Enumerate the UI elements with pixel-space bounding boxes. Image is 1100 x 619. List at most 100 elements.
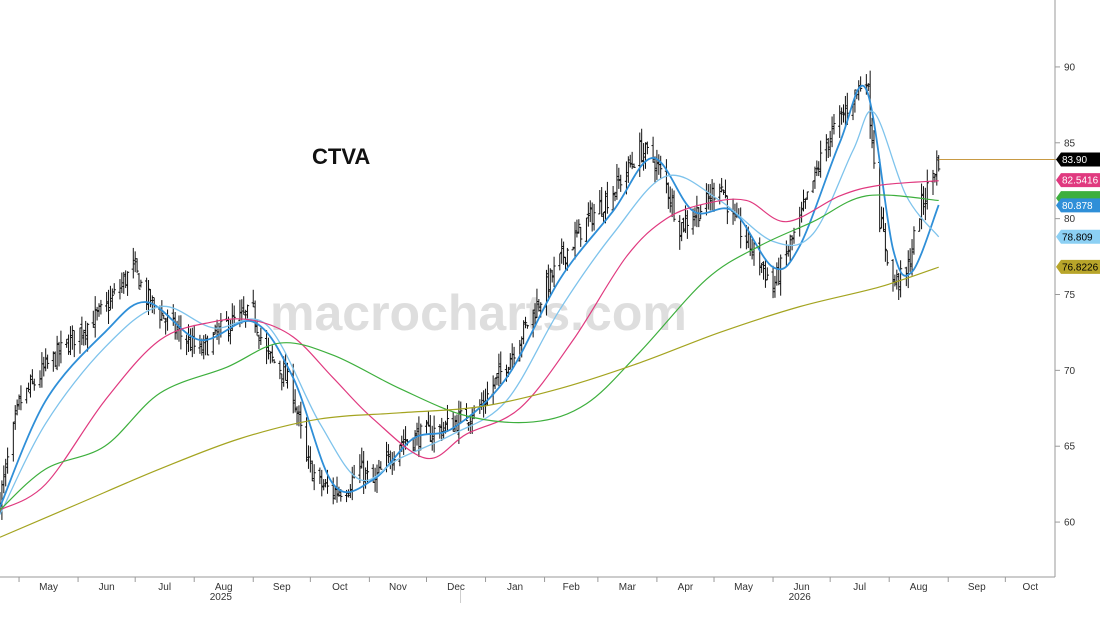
price-bar <box>653 156 657 184</box>
price-bar <box>312 464 316 491</box>
price-bar <box>563 256 568 271</box>
price-bar <box>135 258 139 273</box>
badge-shape <box>1056 229 1100 244</box>
price-bar <box>350 466 354 501</box>
price-bar <box>611 186 615 212</box>
price-bar <box>322 479 326 491</box>
price-bar <box>131 247 135 279</box>
price-bar <box>165 309 170 331</box>
price-bar <box>605 181 609 214</box>
price-bar <box>518 339 522 362</box>
x-tick-label: Apr <box>678 582 694 593</box>
price-bar <box>626 156 630 183</box>
price-bar <box>398 444 402 467</box>
price-bar <box>881 207 886 233</box>
price-bar <box>440 417 444 441</box>
price-bar <box>904 266 908 287</box>
price-bar <box>453 415 457 432</box>
price-bar <box>259 327 263 346</box>
price-bar <box>586 202 590 227</box>
price-bar <box>921 186 926 215</box>
price-bar <box>108 285 113 311</box>
price-bar <box>139 279 143 288</box>
price-bar <box>691 208 695 235</box>
price-bar <box>30 369 34 385</box>
price-bar <box>706 184 710 210</box>
price-bar <box>695 195 699 228</box>
x-tick-label: Nov <box>389 582 407 593</box>
price-bar <box>25 387 29 404</box>
price-bar <box>137 272 141 290</box>
price-bar <box>560 238 564 264</box>
price-bar <box>838 105 842 138</box>
price-bar <box>725 195 729 225</box>
price-bar <box>497 353 501 387</box>
price-bar <box>841 104 846 123</box>
badge-shape <box>1056 152 1100 167</box>
price-bar <box>95 306 99 321</box>
price-bar <box>668 186 672 213</box>
price-bar <box>659 155 663 179</box>
price-bar <box>257 334 261 349</box>
price-bar <box>360 447 364 469</box>
price-bar <box>817 161 821 177</box>
price-bar <box>379 461 383 470</box>
price-bar <box>499 351 503 385</box>
price-bar <box>17 394 21 410</box>
price-bar <box>558 253 562 271</box>
price-bar <box>641 143 646 171</box>
y-tick-label: 75 <box>1064 290 1076 301</box>
price-bar <box>120 272 124 294</box>
value-badge: 80.878 <box>1056 198 1100 213</box>
ma-short-line <box>0 85 940 508</box>
price-bar <box>46 354 50 369</box>
price-bar <box>84 320 88 346</box>
badge-label: 76.8226 <box>1062 262 1099 273</box>
price-bar <box>895 269 899 290</box>
price-bar <box>531 309 535 338</box>
price-bar <box>122 271 126 294</box>
price-bar <box>655 149 659 180</box>
price-bar <box>763 259 768 288</box>
price-bar <box>615 164 619 200</box>
price-bar <box>919 183 924 230</box>
price-bar <box>681 217 686 233</box>
price-bar <box>552 256 556 288</box>
price-bar <box>879 206 884 229</box>
price-bar <box>533 303 537 328</box>
price-bar <box>619 174 623 192</box>
price-bar <box>697 207 701 228</box>
price-bar <box>333 486 337 500</box>
price-bar <box>491 375 495 405</box>
ma-100-line <box>0 194 939 511</box>
price-bar <box>666 182 670 209</box>
price-bar <box>162 314 166 320</box>
price-bar <box>891 259 895 292</box>
x-tick-label: Oct <box>1023 582 1039 593</box>
price-bar <box>213 324 217 335</box>
price-bar <box>346 489 351 498</box>
price-bar <box>859 76 863 92</box>
price-bar <box>537 299 541 312</box>
x-tick-label: Sep <box>968 582 986 593</box>
value-badge: 82.5416 <box>1056 173 1100 188</box>
price-bar <box>11 421 15 462</box>
price-bar <box>304 417 309 462</box>
price-bar <box>645 141 649 155</box>
price-bar <box>897 272 901 300</box>
price-bar <box>146 280 151 316</box>
price-bar <box>310 460 314 482</box>
price-bar <box>40 352 44 388</box>
price-bar <box>672 190 676 222</box>
price-bar <box>937 155 941 172</box>
price-bar <box>28 374 33 398</box>
y-tick-label: 65 <box>1064 442 1076 453</box>
price-bar <box>601 212 606 223</box>
price-bar <box>51 351 55 372</box>
watermark: macrocharts.com <box>270 285 687 341</box>
value-badge: 76.8226 <box>1056 259 1100 274</box>
price-bar <box>573 221 577 260</box>
price-bar <box>771 265 775 299</box>
price-bar <box>640 128 644 163</box>
price-bar <box>550 269 554 283</box>
